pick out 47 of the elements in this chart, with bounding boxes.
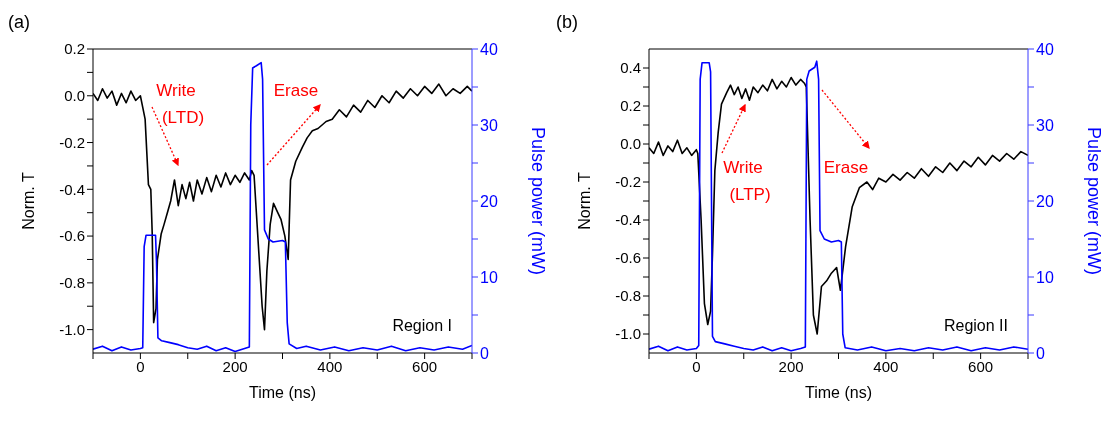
y-axis-title: Norm. T [575,172,593,230]
y2-tick-label: 40 [1036,40,1054,58]
x-tick-label: 400 [317,357,343,375]
annotation: Write (LTD) [156,81,205,127]
y2-tick-label: 20 [1036,192,1054,210]
y2-tick-label: 20 [480,192,498,210]
x-tick-label: 200 [778,357,804,375]
y-tick-label: -0.4 [59,180,85,198]
y-tick-label: -0.6 [615,249,641,267]
y2-tick-label: 10 [1036,268,1054,286]
x-tick-label: 200 [222,357,248,375]
y2-tick-label: 0 [480,344,489,362]
x-tick-label: 600 [968,357,994,375]
y-tick-label: 0.2 [64,40,85,58]
y-tick-label: -0.2 [615,173,641,191]
y2-tick-label: 30 [480,116,498,134]
chart-title: (b) [556,12,578,33]
y-tick-label: -0.6 [59,227,85,245]
y-tick-label: -0.2 [59,133,85,151]
y2-axis-title: Pulse power (mW) [1083,126,1104,276]
y-tick-label: -0.8 [615,287,641,305]
x-tick-label: 0 [136,357,145,375]
y2-tick-label: 0 [1036,344,1045,362]
y2-axis-title: Pulse power (mW) [527,126,548,276]
annotation: Write (LTP) [723,158,771,204]
y-tick-label: 0.0 [64,87,85,105]
y2-tick-label: 30 [1036,116,1054,134]
x-tick-label: 600 [412,357,438,375]
x-tick-label: 0 [692,357,701,375]
annotation: Erase [273,81,319,100]
y-tick-label: 0.2 [620,97,641,115]
annotation: Region I [392,317,452,334]
y-tick-label: 0.0 [620,135,641,153]
y-axis-title: Norm. T [19,172,37,230]
y-tick-label: -0.4 [615,211,641,229]
annotation: Region II [943,317,1008,334]
y2-tick-label: 40 [480,40,498,58]
chart-title: (a) [8,12,30,33]
y-tick-label: -1.0 [615,325,641,343]
x-axis-title: Time (ns) [249,384,316,401]
y2-tick-label: 10 [480,268,498,286]
y-tick-label: 0.4 [620,59,641,77]
x-axis-title: Time (ns) [805,384,872,401]
y-tick-label: -0.8 [59,274,85,292]
annotation: Erase [823,158,869,177]
x-tick-label: 400 [873,357,899,375]
y-tick-label: -1.0 [59,320,85,338]
